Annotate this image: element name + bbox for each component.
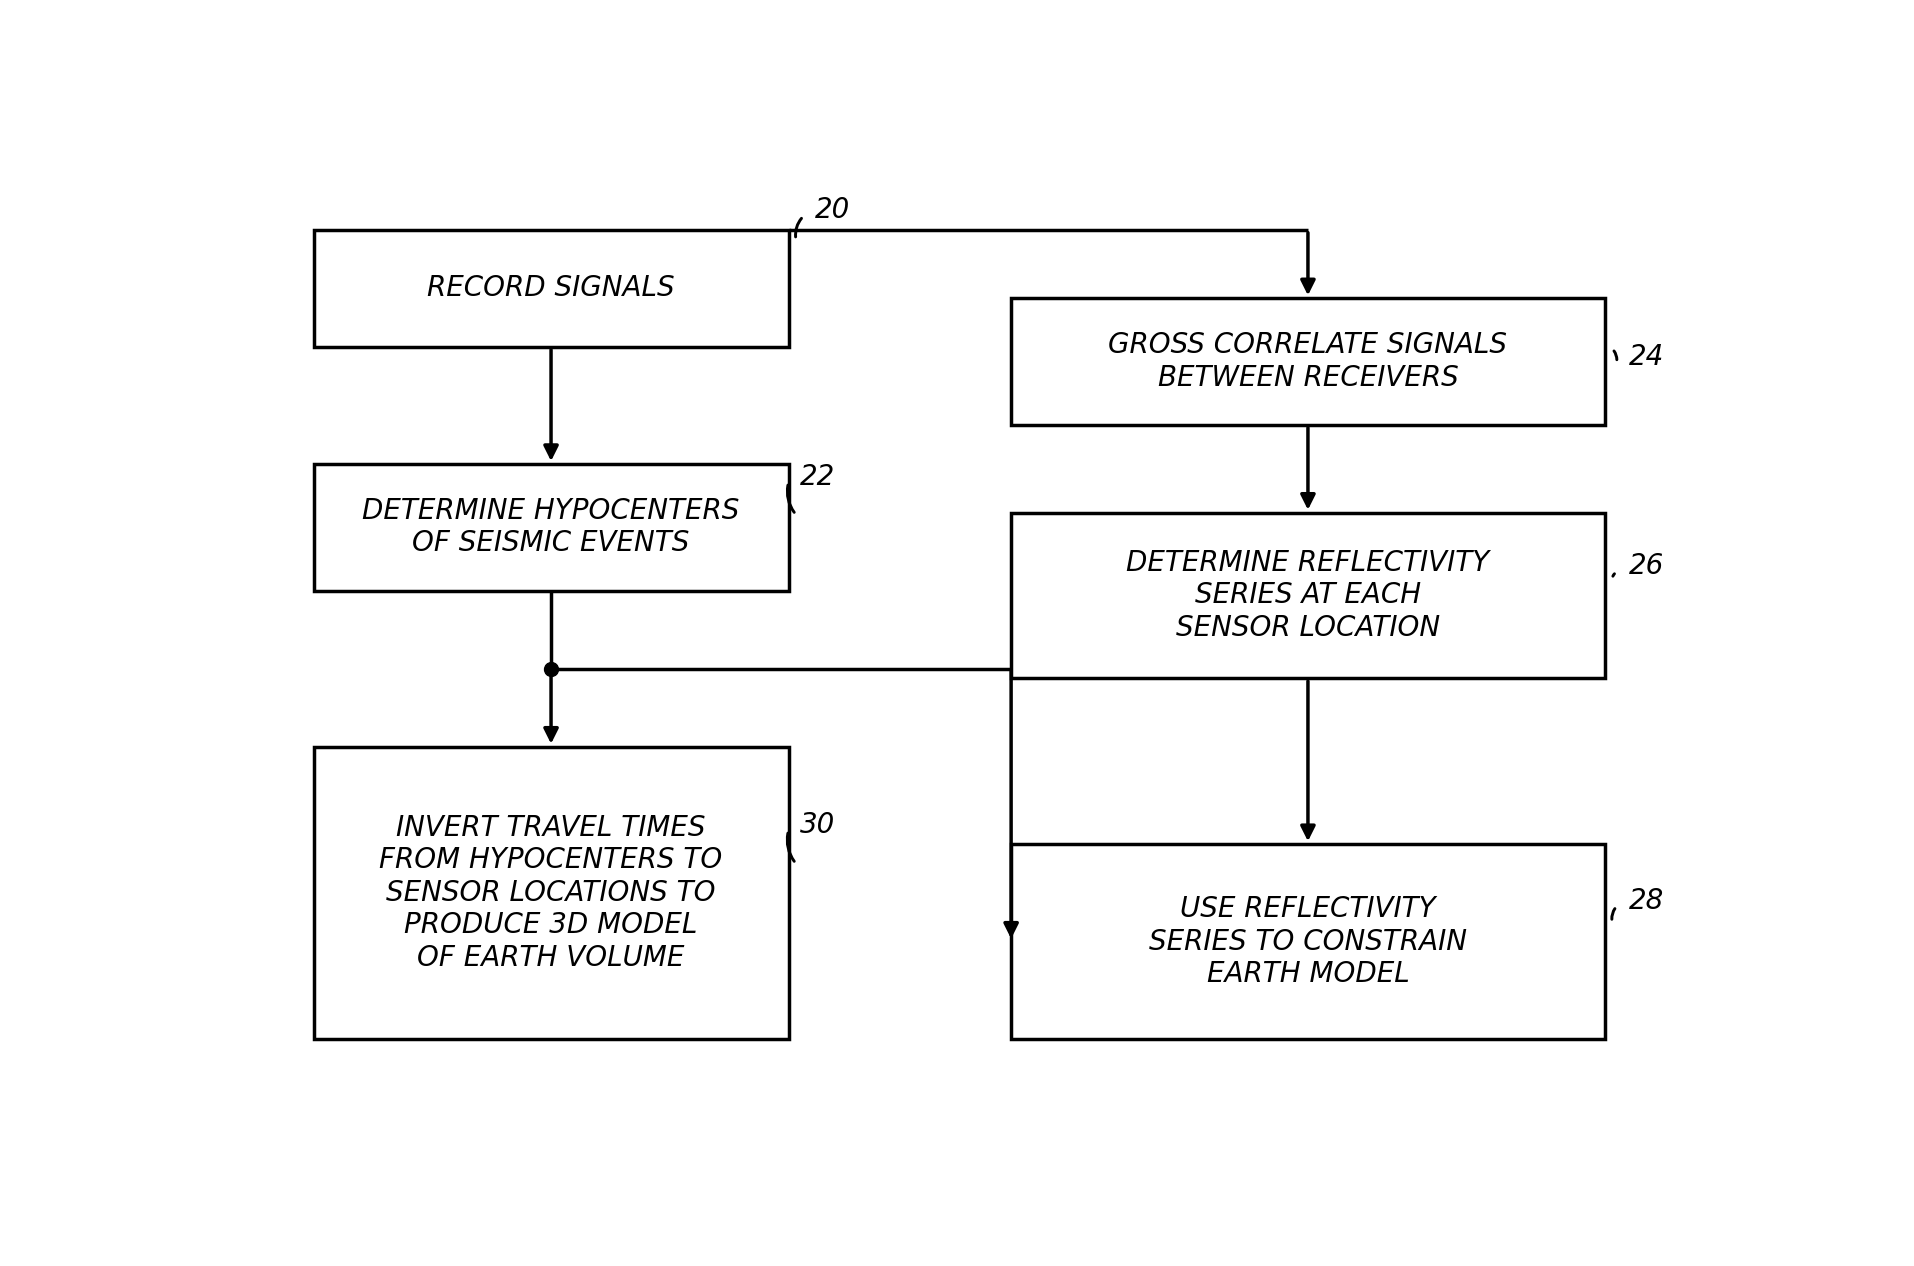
Text: DETERMINE HYPOCENTERS
OF SEISMIC EVENTS: DETERMINE HYPOCENTERS OF SEISMIC EVENTS xyxy=(362,498,739,557)
Text: 20: 20 xyxy=(815,196,850,224)
FancyBboxPatch shape xyxy=(314,230,789,347)
Text: INVERT TRAVEL TIMES
FROM HYPOCENTERS TO
SENSOR LOCATIONS TO
PRODUCE 3D MODEL
OF : INVERT TRAVEL TIMES FROM HYPOCENTERS TO … xyxy=(379,814,722,971)
FancyBboxPatch shape xyxy=(1011,844,1604,1039)
Text: RECORD SIGNALS: RECORD SIGNALS xyxy=(427,275,674,303)
Text: 30: 30 xyxy=(800,810,835,838)
FancyBboxPatch shape xyxy=(314,747,789,1039)
FancyBboxPatch shape xyxy=(1011,513,1604,679)
Text: GROSS CORRELATE SIGNALS
BETWEEN RECEIVERS: GROSS CORRELATE SIGNALS BETWEEN RECEIVER… xyxy=(1108,332,1506,391)
Text: 24: 24 xyxy=(1627,343,1663,371)
FancyBboxPatch shape xyxy=(1011,299,1604,425)
Text: USE REFLECTIVITY
SERIES TO CONSTRAIN
EARTH MODEL: USE REFLECTIVITY SERIES TO CONSTRAIN EAR… xyxy=(1148,895,1466,987)
Text: 28: 28 xyxy=(1627,886,1663,914)
Text: 22: 22 xyxy=(800,462,835,490)
FancyBboxPatch shape xyxy=(314,463,789,590)
Text: DETERMINE REFLECTIVITY
SERIES AT EACH
SENSOR LOCATION: DETERMINE REFLECTIVITY SERIES AT EACH SE… xyxy=(1125,549,1489,642)
Text: 26: 26 xyxy=(1627,552,1663,580)
